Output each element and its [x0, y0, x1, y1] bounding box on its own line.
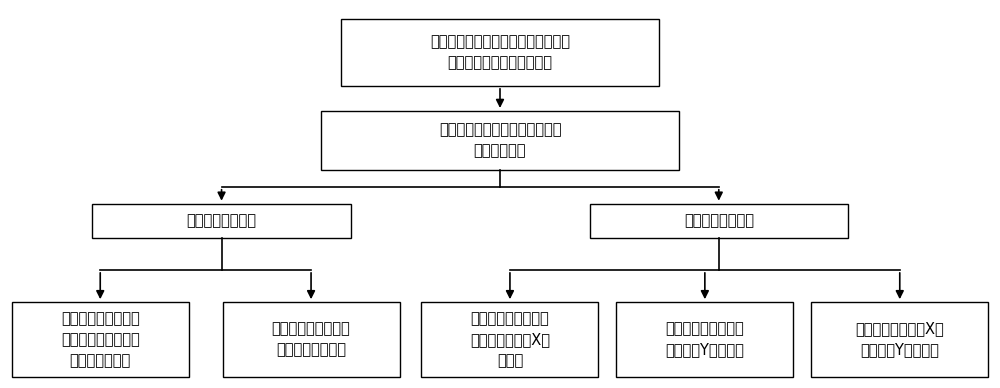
Text: 第一转向架模块和第
四转向架模块的曲线
外侧几何偏移量: 第一转向架模块和第 四转向架模块的曲线 外侧几何偏移量 — [61, 311, 140, 368]
FancyBboxPatch shape — [421, 302, 598, 377]
Text: 计算转向架部分的X向
偏移量和Y向偏移量: 计算转向架部分的X向 偏移量和Y向偏移量 — [855, 321, 944, 357]
FancyBboxPatch shape — [12, 302, 189, 377]
FancyBboxPatch shape — [616, 302, 793, 377]
Text: 直线段的限界计算: 直线段的限界计算 — [684, 213, 754, 228]
Text: 第二浮车模块中部曲
线内侧几何偏移量: 第二浮车模块中部曲 线内侧几何偏移量 — [272, 321, 350, 357]
FancyBboxPatch shape — [321, 111, 679, 170]
FancyBboxPatch shape — [811, 302, 988, 377]
Text: 曲线段的限界计算: 曲线段的限界计算 — [187, 213, 257, 228]
Text: 以自由铰为分界点，将车辆分成
多个刚体模块: 以自由铰为分界点，将车辆分成 多个刚体模块 — [439, 123, 561, 158]
Text: 以单个模块和整车为
对象计算车体的X向
偏移量: 以单个模块和整车为 对象计算车体的X向 偏移量 — [470, 311, 550, 368]
FancyBboxPatch shape — [92, 204, 351, 238]
FancyBboxPatch shape — [223, 302, 400, 377]
Text: 模块间铰接方式的确定，铰接方式包
括固定铰、自由铰和转动铰: 模块间铰接方式的确定，铰接方式包 括固定铰、自由铰和转动铰 — [430, 35, 570, 71]
Text: 以刚体模块为对象计
算车体的Y向偏移量: 以刚体模块为对象计 算车体的Y向偏移量 — [665, 321, 744, 357]
FancyBboxPatch shape — [341, 19, 659, 86]
FancyBboxPatch shape — [590, 204, 848, 238]
